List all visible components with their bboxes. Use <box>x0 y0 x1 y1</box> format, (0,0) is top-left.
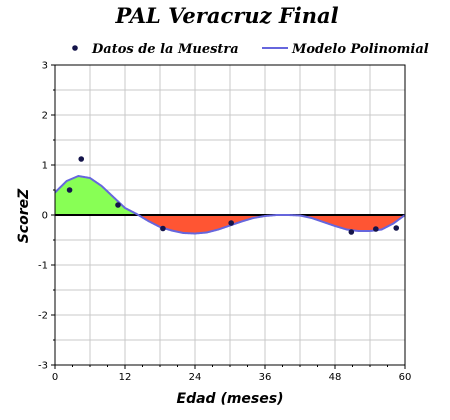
x-tick-label: 12 <box>119 372 132 383</box>
data-point <box>66 187 73 193</box>
y-tick-label: 3 <box>42 61 48 72</box>
data-point <box>115 202 121 208</box>
chart-title: PAL Veracruz Final <box>114 3 338 28</box>
data-point <box>348 229 355 235</box>
data-point <box>393 225 400 231</box>
data-point <box>373 226 379 232</box>
legend-label-datos: Datos de la Muestra <box>91 42 239 57</box>
y-tick-label: -3 <box>38 361 48 372</box>
y-tick-label: -1 <box>38 261 48 272</box>
data-point <box>228 220 234 226</box>
x-tick-label: 24 <box>189 372 202 383</box>
x-tick-label: 36 <box>259 372 272 383</box>
x-tick-label: 60 <box>399 372 412 383</box>
x-tick-label: 48 <box>329 372 342 383</box>
negative-area-fill <box>138 215 277 234</box>
x-axis-label: Edad (meses) <box>177 391 284 407</box>
legend-label-modelo: Modelo Polinomial <box>291 42 429 57</box>
data-point <box>160 225 166 232</box>
legend-marker-datos <box>72 45 78 51</box>
y-axis-label: ScoreZ <box>16 188 32 243</box>
y-tick-label: -2 <box>38 311 48 322</box>
y-tick-label: 0 <box>42 211 48 222</box>
legend: Datos de la Muestra Modelo Polinomial <box>72 42 429 57</box>
data-point <box>78 156 85 162</box>
y-tick-label: 2 <box>42 111 48 122</box>
y-tick-label: 1 <box>42 161 48 172</box>
x-tick-label: 0 <box>52 372 58 383</box>
